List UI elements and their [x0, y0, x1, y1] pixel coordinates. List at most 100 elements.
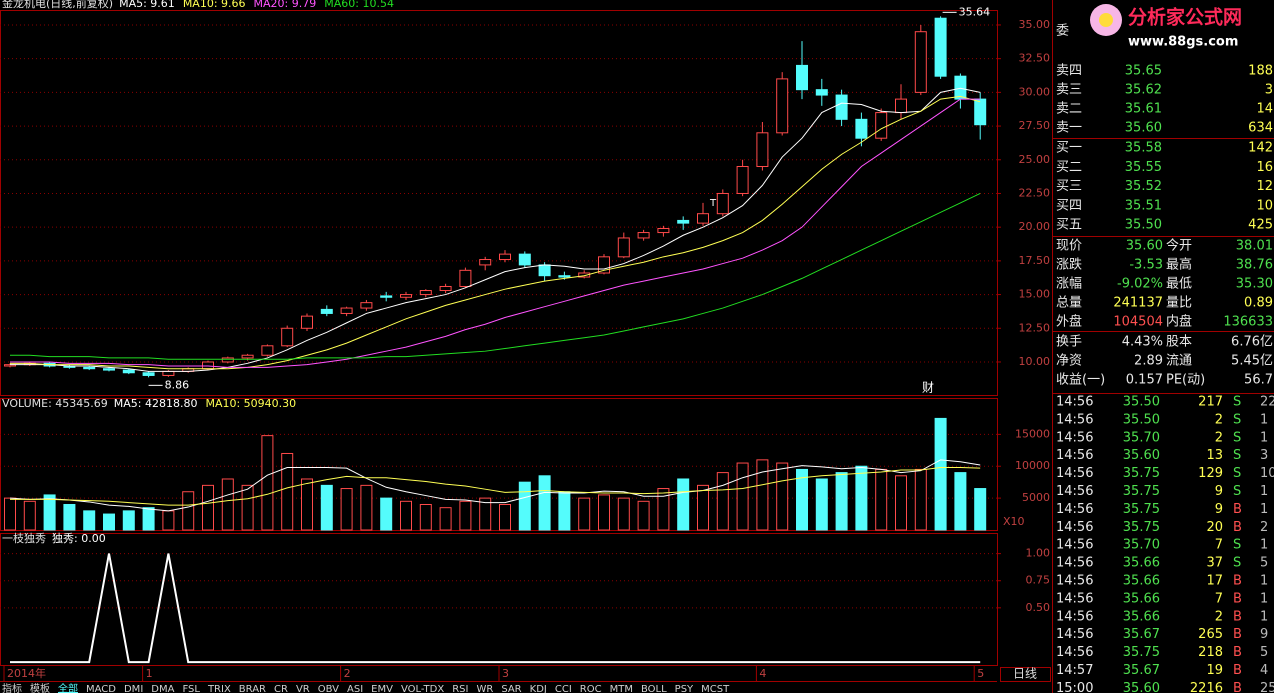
trade-price: 35.60 [1123, 681, 1160, 693]
period[interactable]: 日线 [1013, 667, 1037, 681]
candle-body [835, 94, 848, 120]
trade-price: 35.75 [1123, 484, 1160, 499]
trade-volume: 37 [1206, 556, 1223, 571]
quote-value: 104504 [1113, 315, 1163, 330]
indicator-tab[interactable]: MTM [610, 684, 633, 693]
quote-label: 收益(一) [1056, 373, 1105, 388]
panel-title: 一枝独秀 [2, 531, 46, 545]
order-price: 35.61 [1125, 102, 1162, 117]
candle-body [400, 294, 412, 298]
trade-time: 14:57 [1056, 663, 1093, 678]
order-book-head: 委 [1056, 24, 1069, 39]
quote-value: 0.89 [1244, 296, 1273, 311]
indicator-tab[interactable]: DMI [124, 684, 143, 693]
indicator-tab[interactable]: VR [296, 684, 310, 693]
trade-side: B [1233, 574, 1242, 589]
indicator-tab[interactable]: EMV [371, 684, 393, 693]
volume-ma-line [9, 459, 981, 512]
trade-side: S [1233, 556, 1241, 571]
order-volume: 3 [1265, 83, 1273, 98]
indicator-tab[interactable]: BRAR [239, 684, 266, 693]
order-volume: 188 [1248, 64, 1273, 79]
volume-bar [320, 484, 333, 531]
volume-bar [677, 478, 690, 531]
trade-count: 4 [1260, 663, 1268, 678]
trade-count: 9 [1260, 627, 1268, 642]
candle-body [320, 308, 333, 314]
volume-bar [598, 494, 610, 531]
candle-body [974, 98, 987, 126]
quote-label: 股本 [1166, 335, 1192, 350]
candle-body [677, 219, 690, 224]
indicator-tab[interactable]: FSL [182, 684, 200, 693]
order-label: 买二 [1056, 160, 1082, 175]
volume-bar [281, 452, 294, 531]
indicator-line [10, 553, 981, 664]
trade-time: 14:56 [1056, 627, 1093, 642]
order-price: 35.65 [1125, 64, 1162, 79]
quote-value: -3.53 [1129, 258, 1163, 273]
x-tick-label: 2014年 [7, 666, 46, 680]
annotation: 8.86 [165, 378, 190, 391]
order-price: 35.52 [1125, 179, 1162, 194]
indicator-tab[interactable]: 模板 [30, 682, 50, 693]
quote-value: 0.157 [1126, 373, 1163, 388]
y-tick-label: 20.00 [1019, 220, 1051, 233]
trade-volume: 265 [1198, 627, 1223, 642]
y-tick-label: 12.50 [1019, 321, 1051, 334]
y-tick-label: 32.50 [1019, 52, 1051, 65]
trade-volume: 19 [1206, 663, 1223, 678]
candle-body [142, 372, 155, 376]
period-box[interactable] [1000, 667, 1051, 682]
candle-body [122, 369, 135, 374]
quote-value: 56.7 [1244, 373, 1273, 388]
candle-body [360, 302, 373, 309]
trade-time: 14:56 [1056, 484, 1093, 499]
volume-bar [716, 472, 729, 531]
candle-body [439, 285, 452, 292]
volume-bar [439, 507, 452, 531]
indicator-tab[interactable]: DMA [151, 684, 174, 693]
indicator-tab[interactable]: RSI [452, 684, 468, 693]
candle-body [815, 89, 828, 96]
indicator-tab[interactable]: CCI [555, 684, 572, 693]
indicator-tab[interactable]: 指标 [2, 682, 22, 693]
y-tick-label: 30.00 [1019, 85, 1051, 98]
indicator-tab[interactable]: TRIX [207, 684, 231, 693]
indicator-tab[interactable]: WR [476, 684, 493, 693]
indicator-tab[interactable]: MACD [86, 684, 116, 693]
trade-count: 1 [1260, 412, 1268, 427]
trade-price: 35.50 [1123, 395, 1160, 410]
trade-time: 14:56 [1056, 591, 1093, 606]
trade-side: S [1233, 538, 1241, 553]
quote-label: 涨幅 [1056, 277, 1082, 292]
candle-body [162, 370, 175, 376]
indicator-tab[interactable]: ROC [580, 684, 602, 693]
indicator-tab[interactable]: KDJ [530, 684, 547, 693]
y-tick-label: 10000 [1015, 459, 1050, 472]
legend-entry: MA10: 50940.30 [205, 397, 296, 410]
trade-time: 14:56 [1056, 430, 1093, 445]
indicator-tab[interactable]: CR [274, 684, 288, 693]
trade-side: S [1233, 484, 1241, 499]
indicator-tab[interactable]: 全部 [58, 682, 78, 693]
indicator-tab[interactable]: PSY [675, 684, 694, 693]
indicator-tab[interactable]: MCST [701, 684, 730, 693]
indicator-tab[interactable]: VOL-TDX [401, 684, 444, 693]
trade-count: 1 [1260, 609, 1268, 624]
volume-bar [657, 488, 670, 531]
volume-bar [637, 500, 650, 531]
volume-bar [122, 510, 135, 531]
volume-bar [835, 472, 848, 531]
indicator-tab[interactable]: SAR [501, 684, 521, 693]
volume-bar [855, 465, 868, 531]
order-price: 35.55 [1125, 160, 1162, 175]
quote-value: 38.76 [1236, 258, 1273, 273]
indicator-tab[interactable]: BOLL [641, 684, 667, 693]
indicator-tab[interactable]: OBV [318, 684, 339, 693]
quote-value: 35.30 [1236, 277, 1273, 292]
panel-title: 金龙机电(日线,前复权) [2, 0, 113, 10]
indicator-tab[interactable]: ASI [347, 684, 363, 693]
candle-body [657, 228, 670, 234]
